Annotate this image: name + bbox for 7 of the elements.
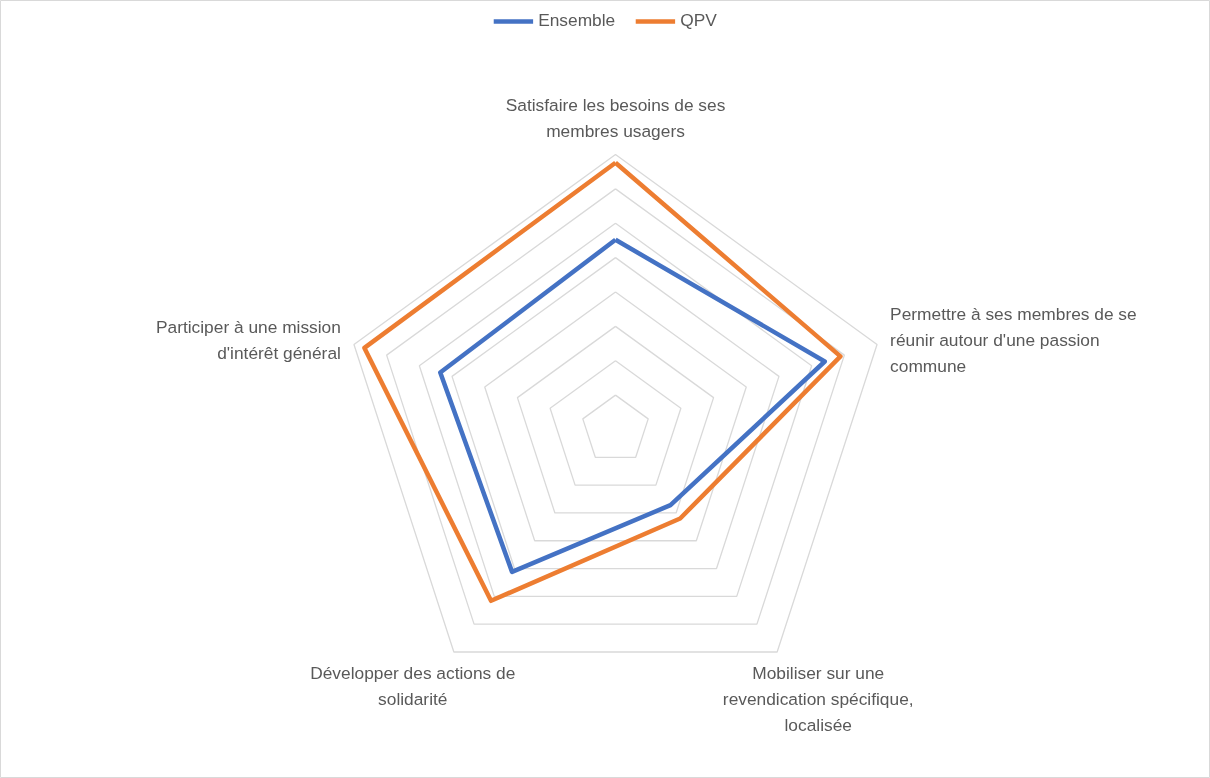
legend-label: QPV xyxy=(680,10,717,31)
spoke-label: Participer à une mission d'intérêt général xyxy=(155,317,341,364)
spoke-label: Satisfaire les besoins de ses membres usagers xyxy=(505,94,726,141)
spoke-label: Mobiliser sur une revendication spécifique, localisée xyxy=(722,663,914,736)
spoke-label: Développer des actions de solidarité xyxy=(310,663,516,710)
legend-label: Ensemble xyxy=(538,10,616,31)
spoke-label: Permettre à ses membres de se réunir autour d'une passion commune xyxy=(890,304,1137,377)
